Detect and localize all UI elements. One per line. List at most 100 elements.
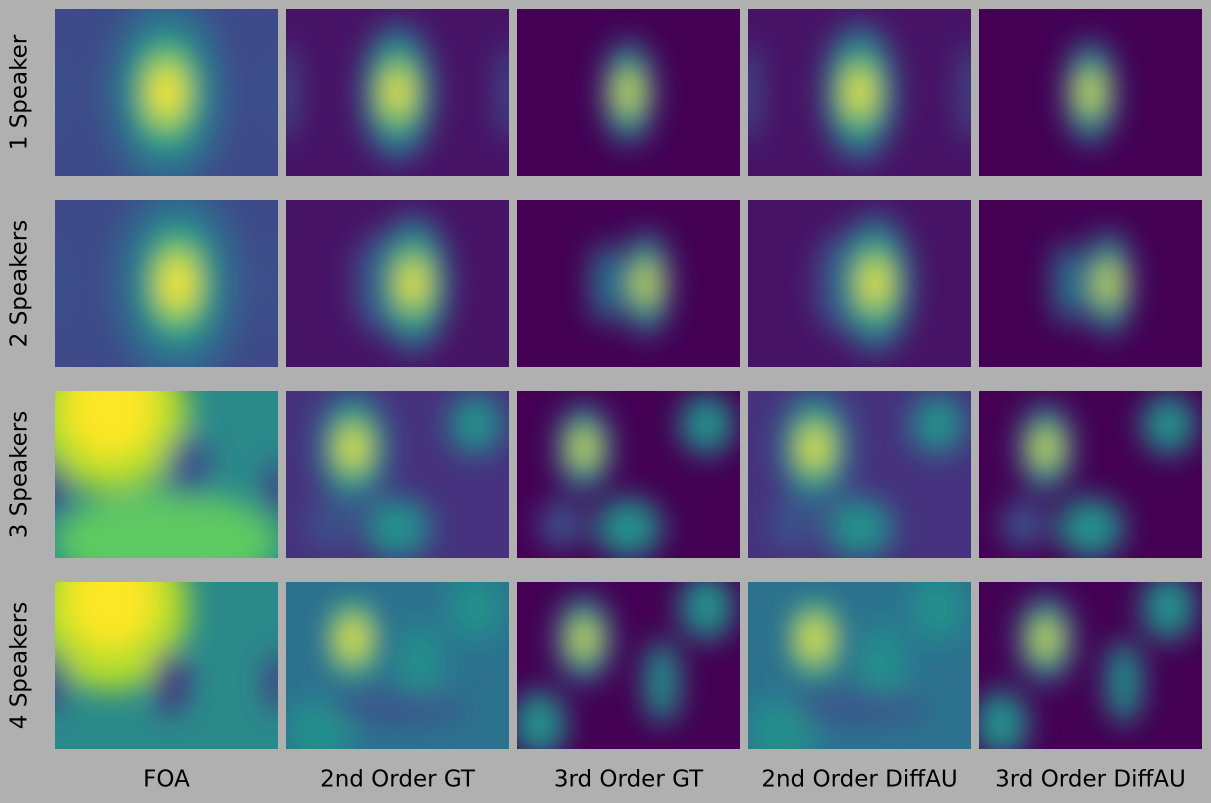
heatmap-blob <box>55 42 67 143</box>
heatmap-blob <box>266 42 278 143</box>
heatmap-blob <box>386 71 409 114</box>
heatmap-blob <box>286 42 298 143</box>
heatmap-blobs <box>1063 39 1118 146</box>
heatmap-blob <box>910 394 965 455</box>
heatmap-blob <box>66 391 156 458</box>
heatmap-blobs <box>286 582 503 749</box>
heatmap-blobs <box>770 391 965 558</box>
heatmap-panel <box>517 582 740 749</box>
heatmap-blob <box>575 625 593 653</box>
heatmap-blob <box>166 432 212 500</box>
heatmap-blob <box>620 76 637 109</box>
heatmap-panel <box>286 582 509 749</box>
heatmap-blob <box>153 648 189 716</box>
heatmap-blob <box>1057 497 1124 558</box>
heatmap-panel <box>979 391 1202 558</box>
heatmap-blob <box>575 434 593 462</box>
heatmap-blobs <box>590 230 671 337</box>
heatmap-panel <box>517 391 740 558</box>
column-label: 2nd Order DiffAU <box>761 767 957 793</box>
heatmap-blob <box>770 499 815 550</box>
heatmap-blob <box>1052 241 1084 326</box>
heatmap-blob <box>826 497 893 558</box>
heatmap-panel <box>748 9 971 176</box>
heatmap-blob <box>979 690 1029 749</box>
heatmap-blob <box>517 690 567 749</box>
heatmap-panel <box>55 200 278 367</box>
heatmap-blob <box>1141 394 1196 455</box>
heatmap-panel <box>979 582 1202 749</box>
heatmap-blob <box>803 429 827 466</box>
heatmap-panel <box>55 9 278 176</box>
heatmap-blob <box>1100 267 1116 300</box>
heatmap-blob <box>539 499 584 550</box>
heatmap-blobs <box>517 582 734 749</box>
heatmap-blob <box>448 394 503 455</box>
row-label: 2 Speakers <box>7 220 33 347</box>
heatmap-blob <box>341 620 365 657</box>
heatmap-blob <box>1141 582 1196 641</box>
heatmap-blob <box>448 582 503 641</box>
heatmap-blob <box>1037 625 1055 653</box>
heatmap-blob <box>644 640 680 724</box>
heatmap-blob <box>959 42 971 143</box>
heatmap-blobs <box>1052 230 1133 337</box>
heatmap-blob <box>1037 434 1055 462</box>
heatmap-blobs <box>748 22 971 163</box>
heatmap-blob <box>679 394 734 455</box>
row-label: 4 Speakers <box>7 602 33 729</box>
heatmap-blob <box>264 652 278 713</box>
heatmap-blobs <box>1001 394 1196 558</box>
heatmap-panel <box>286 9 509 176</box>
heatmap-blobs <box>55 582 278 716</box>
heatmap-blobs <box>352 213 452 354</box>
heatmap-panel <box>517 9 740 176</box>
heatmap-blob <box>803 620 827 657</box>
row-label: 1 Speaker <box>7 34 33 150</box>
heatmap-panel <box>55 391 278 558</box>
heatmap-blob <box>848 71 871 114</box>
heatmap-blob <box>55 491 278 558</box>
heatmap-blob <box>792 690 927 724</box>
row-label: 3 Speakers <box>7 411 33 538</box>
heatmap-panel <box>55 582 278 749</box>
heatmap-blob <box>590 241 622 326</box>
heatmap-blobs <box>814 213 914 354</box>
heatmap-blobs <box>979 582 1196 749</box>
heatmap-blobs <box>601 39 656 146</box>
heatmap-blob <box>910 582 965 641</box>
heatmap-blob <box>341 429 365 466</box>
heatmap-panel <box>979 200 1202 367</box>
heatmap-blobs <box>286 22 509 163</box>
column-label: 3rd Order DiffAU <box>995 767 1186 793</box>
heatmap-blob <box>863 262 887 305</box>
heatmap-panel <box>748 582 971 749</box>
heatmap-blob <box>1106 640 1142 724</box>
heatmap-panel <box>286 200 509 367</box>
heatmap-blob <box>497 42 509 143</box>
heatmap-blob <box>330 690 465 724</box>
heatmap-blobs <box>748 582 965 749</box>
column-label: 3rd Order GT <box>554 767 704 793</box>
heatmap-blob <box>55 233 67 334</box>
heatmap-blob <box>264 461 278 522</box>
heatmap-blobs <box>539 394 734 558</box>
heatmap-blob <box>150 64 183 121</box>
heatmap-blob <box>1082 76 1099 109</box>
column-label: FOA <box>143 767 190 793</box>
heatmap-blobs <box>55 391 278 558</box>
heatmap-panel <box>979 9 1202 176</box>
heatmap-blobs <box>55 9 278 176</box>
heatmap-blob <box>364 497 431 558</box>
heatmap-blobs <box>308 391 503 558</box>
heatmap-blob <box>401 262 425 305</box>
heatmap-blob <box>1001 499 1046 550</box>
heatmap-panel <box>748 391 971 558</box>
heatmap-blob <box>748 42 760 143</box>
heatmap-blob <box>66 582 156 649</box>
heatmap-blob <box>308 499 353 550</box>
heatmap-blob <box>161 255 194 312</box>
heatmap-blobs <box>55 200 278 367</box>
heatmap-blob <box>55 652 69 713</box>
